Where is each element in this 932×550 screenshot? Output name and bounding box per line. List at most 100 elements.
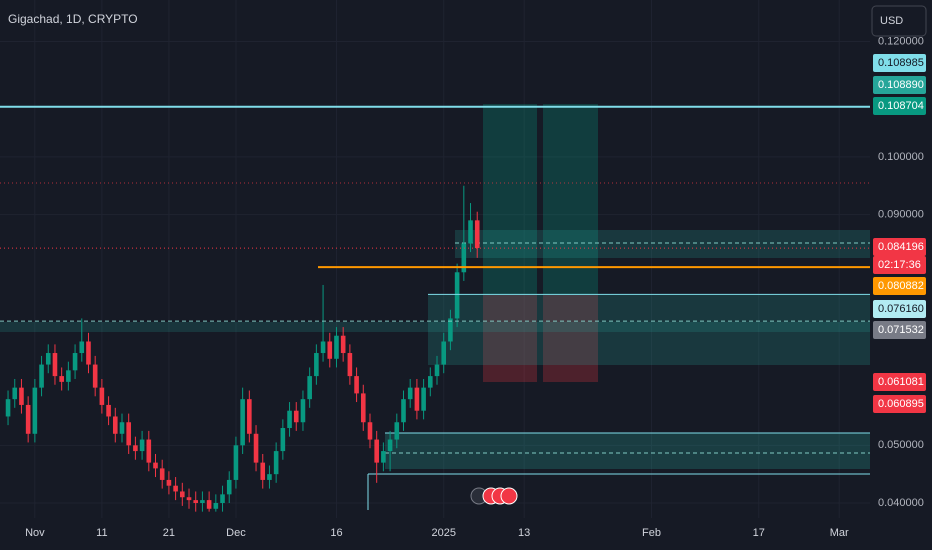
candle-body — [233, 445, 239, 480]
stop-zone — [543, 295, 598, 382]
candle-body — [441, 341, 447, 365]
candle-body — [280, 428, 286, 452]
candle-body — [448, 318, 453, 342]
price-tag — [873, 54, 926, 72]
y-tick-label: 0.120000 — [878, 35, 924, 47]
candle-body — [213, 503, 219, 509]
event-icon — [500, 487, 518, 505]
candle-body — [434, 364, 440, 377]
candle-body — [340, 335, 346, 354]
candle-body — [166, 479, 172, 486]
candle-body — [374, 439, 379, 463]
candle-body — [314, 353, 319, 377]
candle-body — [401, 399, 406, 423]
candle-body — [226, 479, 232, 495]
candle-body — [421, 387, 426, 411]
x-tick-label: Feb — [642, 527, 661, 539]
price-tag-label: 0.108890 — [878, 79, 924, 91]
candle-body — [32, 387, 38, 434]
candle-body — [307, 376, 312, 400]
candle-body — [12, 387, 18, 400]
price-tag-label: 02:17:36 — [878, 259, 921, 271]
candle-body — [293, 410, 299, 423]
candle-body — [139, 439, 145, 452]
candle-body — [186, 497, 192, 501]
x-tick-label: 16 — [330, 527, 342, 539]
candle-body — [146, 439, 152, 463]
candle-body — [428, 376, 433, 388]
candle-body — [253, 433, 259, 463]
price-tag-label: 0.080882 — [878, 280, 924, 292]
candle-body — [367, 422, 373, 440]
price-tag-label: 0.108704 — [878, 100, 924, 112]
candle-body — [260, 462, 266, 480]
price-tag — [873, 395, 926, 413]
candle-body — [92, 364, 98, 388]
x-tick-label: Mar — [830, 527, 849, 539]
candle-body — [273, 451, 279, 475]
candle-body — [153, 462, 158, 469]
candle-body — [267, 474, 272, 480]
candle-body — [454, 272, 460, 319]
price-tag-label: 0.071532 — [878, 324, 924, 336]
price-tag-label: 0.060895 — [878, 398, 924, 410]
candle-body — [173, 485, 178, 492]
candle-body — [99, 387, 105, 405]
candle-body — [79, 341, 85, 354]
y-tick-label: 0.040000 — [878, 497, 924, 509]
price-tag — [873, 373, 926, 391]
x-tick-label: 11 — [96, 527, 107, 539]
candle-body — [25, 404, 31, 434]
candle-body — [200, 500, 205, 504]
candle-body — [387, 439, 393, 452]
candle-body — [347, 353, 353, 377]
price-tag — [873, 300, 926, 318]
price-tag-label: 0.084196 — [878, 241, 924, 253]
price-tag — [873, 76, 926, 94]
y-tick-label: 0.090000 — [878, 208, 924, 220]
long-target-zone — [483, 104, 537, 295]
candle-body — [133, 445, 138, 452]
candle-body — [320, 341, 326, 354]
candle-body — [159, 468, 165, 480]
price-tag — [873, 256, 926, 274]
candle-body — [19, 387, 24, 405]
symbol-title: Gigachad, 1D, CRYPTO — [8, 12, 138, 26]
currency-button[interactable] — [871, 5, 927, 37]
candle-body — [220, 494, 225, 504]
candle-body — [119, 422, 125, 434]
candle-body — [354, 376, 359, 394]
x-tick-label: 21 — [163, 527, 175, 539]
grid — [0, 0, 870, 518]
stop-zone — [483, 295, 537, 382]
price-tag — [873, 321, 926, 339]
x-tick-label: Nov — [25, 527, 45, 539]
candle-body — [327, 341, 333, 359]
candle-body — [247, 399, 252, 434]
candle-body — [407, 387, 413, 400]
event-icons — [470, 487, 518, 505]
price-tag-label: 0.076160 — [878, 303, 924, 315]
candle-body — [300, 399, 306, 423]
x-tick-label: Dec — [226, 527, 246, 539]
price-tag — [873, 97, 926, 115]
candle-body — [461, 243, 467, 273]
long-target-zone — [543, 104, 598, 295]
candle-body — [381, 451, 386, 463]
candle-body — [206, 500, 212, 509]
candle-body — [106, 404, 111, 417]
currency-label[interactable]: USD — [880, 15, 903, 27]
price-tag — [873, 277, 926, 295]
candle-body — [72, 353, 78, 371]
candle-body — [360, 393, 366, 423]
price-tag-label: 0.061081 — [878, 376, 924, 388]
y-tick-label: 0.050000 — [878, 439, 924, 451]
candle-body — [52, 353, 58, 377]
candle-body — [126, 422, 131, 446]
candle-body — [474, 220, 480, 249]
candle-body — [66, 370, 71, 382]
zone-box — [428, 294, 870, 365]
zone-box — [455, 230, 870, 258]
